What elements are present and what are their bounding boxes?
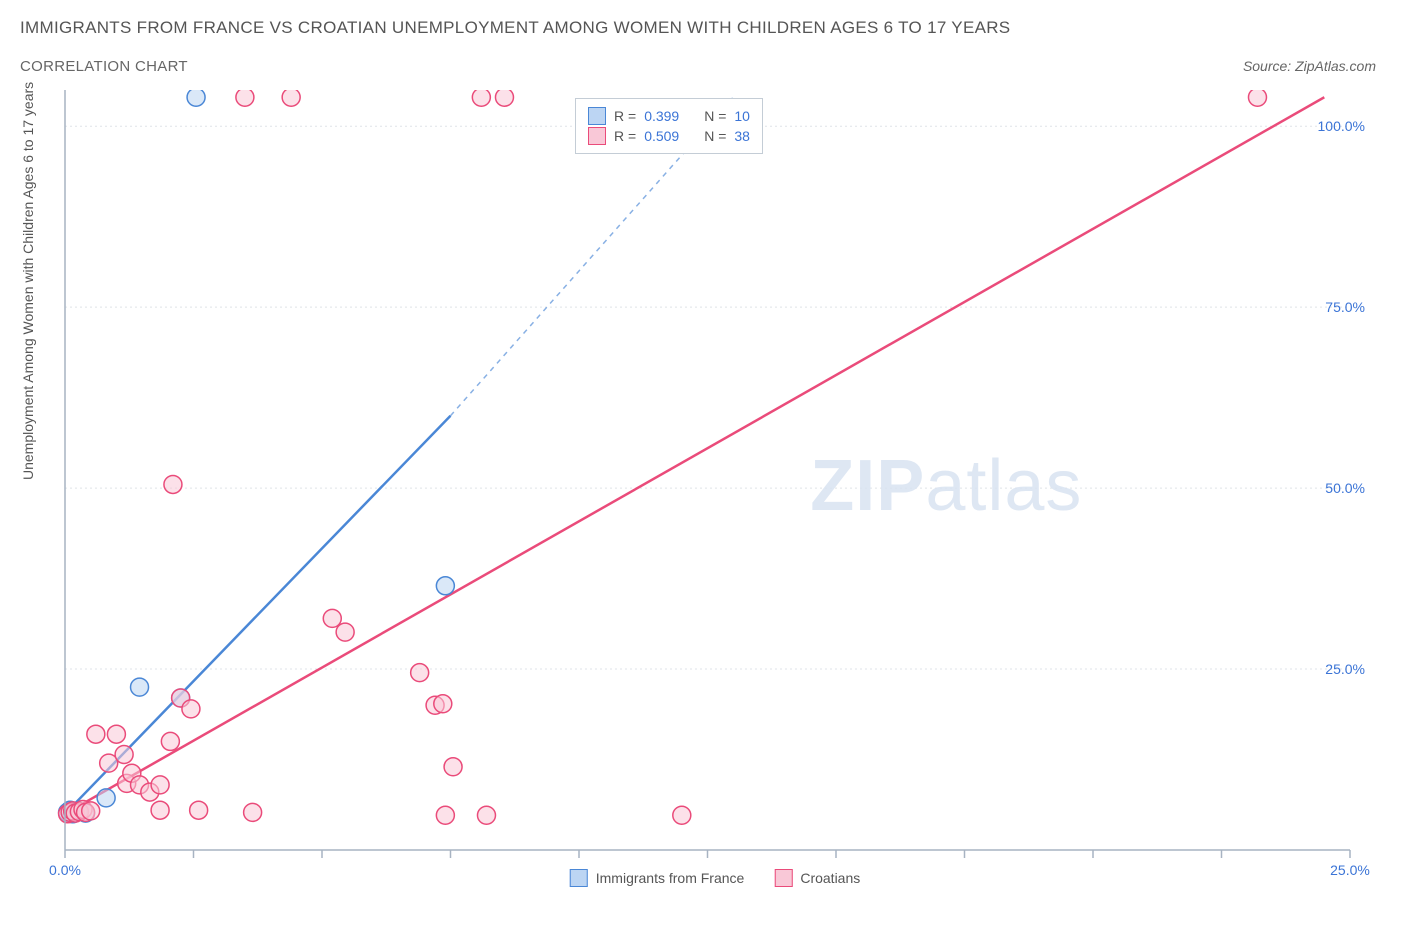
stats-legend-box: R = 0.399 N = 10 R = 0.509 N = 38 bbox=[575, 98, 763, 154]
chart-svg bbox=[55, 90, 1375, 885]
x-tick-label: 25.0% bbox=[1330, 862, 1370, 878]
stats-r-label: R = bbox=[614, 108, 636, 124]
stats-n-label: N = bbox=[704, 108, 726, 124]
chart-title: IMMIGRANTS FROM FRANCE VS CROATIAN UNEMP… bbox=[20, 18, 1010, 38]
legend-label: Immigrants from France bbox=[596, 870, 745, 886]
stats-n-value: 10 bbox=[734, 108, 750, 124]
legend-label: Croatians bbox=[800, 870, 860, 886]
y-tick-label: 50.0% bbox=[1325, 480, 1375, 496]
source-label: Source: ZipAtlas.com bbox=[1243, 58, 1376, 74]
stats-r-value: 0.509 bbox=[644, 128, 696, 144]
legend-swatch bbox=[774, 869, 792, 887]
series-legend: Immigrants from France Croatians bbox=[570, 869, 861, 887]
stats-r-value: 0.399 bbox=[644, 108, 696, 124]
x-tick-label: 0.0% bbox=[49, 862, 81, 878]
chart-subtitle: CORRELATION CHART bbox=[20, 58, 188, 75]
legend-swatch bbox=[570, 869, 588, 887]
stats-row: R = 0.509 N = 38 bbox=[588, 127, 750, 145]
correlation-chart: ZIPatlas R =0.399N =10R =0.509N =38 Immi… bbox=[55, 90, 1375, 885]
stats-row: R = 0.399 N = 10 bbox=[588, 107, 750, 125]
y-tick-label: 75.0% bbox=[1325, 299, 1375, 315]
y-tick-label: 25.0% bbox=[1325, 661, 1375, 677]
stats-swatch bbox=[588, 107, 606, 125]
stats-n-value: 38 bbox=[734, 128, 750, 144]
y-axis-label: Unemployment Among Women with Children A… bbox=[20, 82, 36, 480]
stats-n-label: N = bbox=[704, 128, 726, 144]
stats-swatch bbox=[588, 127, 606, 145]
stats-r-label: R = bbox=[614, 128, 636, 144]
y-tick-label: 100.0% bbox=[1318, 118, 1375, 134]
